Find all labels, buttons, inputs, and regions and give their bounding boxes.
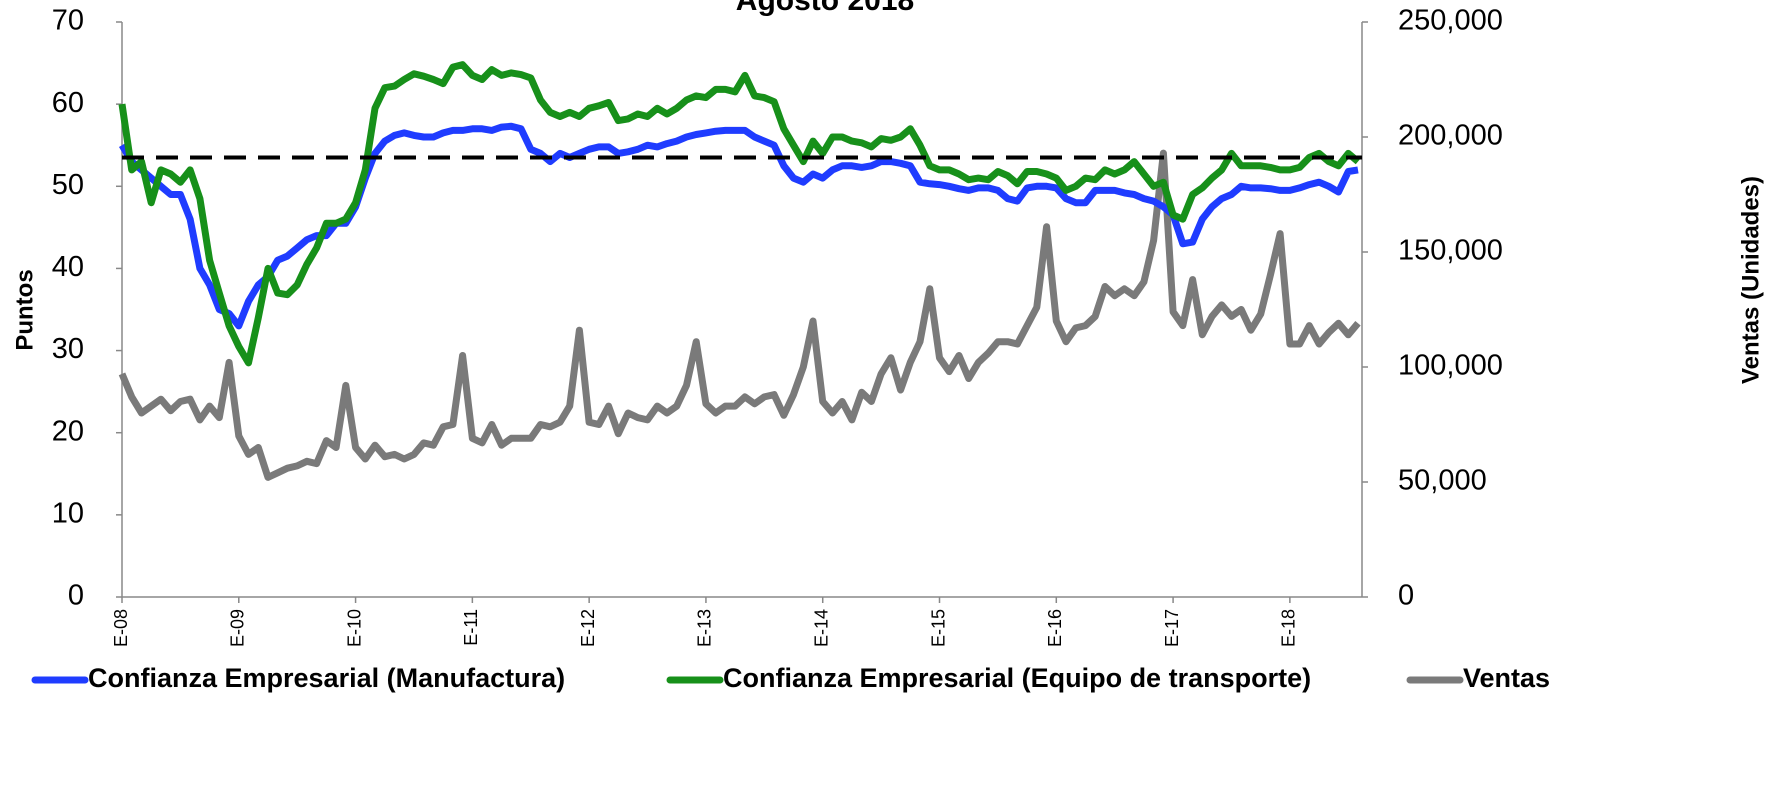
chart-title: Agosto 2018 xyxy=(736,0,914,17)
y-tick-label: 30 xyxy=(52,333,84,365)
x-tick-label: E-17 xyxy=(1162,609,1182,647)
series-line xyxy=(118,122,1359,330)
y-tick-label: 20 xyxy=(52,415,84,447)
x-tick-label: E-09 xyxy=(228,609,248,647)
x-tick-label: E-10 xyxy=(344,609,364,647)
x-tick-label: E-08 xyxy=(111,609,131,647)
y-tick-label: 60 xyxy=(52,87,84,119)
x-tick-label: E-12 xyxy=(578,609,598,647)
y2-tick-label: 150,000 xyxy=(1398,235,1503,267)
x-tick-label: E-16 xyxy=(1045,609,1065,647)
y2-tick-label: 50,000 xyxy=(1398,465,1487,497)
y-axis-title: Puntos xyxy=(11,269,38,350)
legend-label: Ventas xyxy=(1463,663,1550,693)
x-tick-label: E-14 xyxy=(811,609,831,647)
y-tick-label: 50 xyxy=(52,169,84,201)
y-tick-label: 70 xyxy=(52,5,84,37)
x-tick-label: E-11 xyxy=(461,609,481,646)
y2-tick-label: 250,000 xyxy=(1398,5,1503,37)
y2-tick-label: 200,000 xyxy=(1398,120,1503,152)
y2-tick-label: 100,000 xyxy=(1398,350,1503,382)
y-tick-label: 0 xyxy=(68,580,84,612)
legend-label: Confianza Empresarial (Manufactura) xyxy=(88,663,565,693)
y-tick-label: 40 xyxy=(52,251,84,283)
series-line xyxy=(118,61,1361,367)
x-tick-label: E-15 xyxy=(928,609,948,647)
y2-tick-label: 0 xyxy=(1398,580,1414,612)
legend-label: Confianza Empresarial (Equipo de transpo… xyxy=(723,663,1311,693)
y-tick-label: 10 xyxy=(52,498,84,530)
series-line xyxy=(118,149,1361,481)
x-tick-label: E-18 xyxy=(1279,609,1299,647)
x-tick-label: E-13 xyxy=(695,609,715,647)
y2-axis-title: Ventas (Unidades) xyxy=(1737,176,1764,384)
